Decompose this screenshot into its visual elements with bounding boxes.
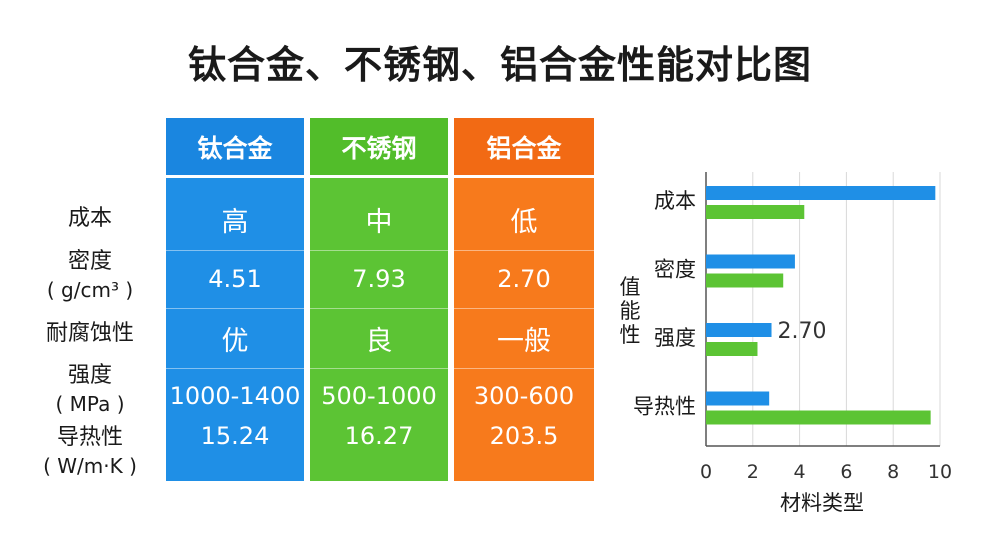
cell-titanium-cost: 高 <box>221 206 249 238</box>
y-axis-title: 值能性 <box>620 275 641 347</box>
cell-titanium-corrosion: 优 <box>221 325 249 357</box>
row-label-cost: 成本 <box>20 205 160 233</box>
y-category-label: 成本 <box>654 189 696 213</box>
row-label-thermal: 导热性 ( W/m·K ) <box>20 424 160 480</box>
column-header-aluminum-label: 铝合金 <box>486 133 562 163</box>
cell-stainless-corrosion: 良 <box>365 325 393 357</box>
row-label-thermal-unit: ( W/m·K ) <box>43 454 137 478</box>
cell-stainless-density: 7.93 <box>352 265 406 293</box>
bar-green-3 <box>706 410 931 425</box>
x-tick-label: 0 <box>700 461 712 483</box>
separator <box>454 250 594 251</box>
bar-green-2 <box>706 342 758 356</box>
y-category-label: 密度 <box>654 258 696 282</box>
separator <box>454 368 594 369</box>
row-label-density-text: 密度 <box>67 249 112 274</box>
row-label-thermal-text: 导热性 <box>56 425 123 450</box>
cell-stainless-cost: 中 <box>365 206 393 238</box>
separator <box>310 308 448 309</box>
column-header-stainless: 不锈钢 <box>310 118 448 175</box>
y-category-label: 导热性 <box>633 395 696 419</box>
row-label-corrosion-text: 耐腐蚀性 <box>45 321 134 346</box>
x-axis-title: 材料类型 <box>780 491 864 515</box>
bar-blue-0 <box>706 186 936 200</box>
x-tick-label: 2 <box>747 461 759 483</box>
y-axis-title-char: 能 <box>620 299 641 323</box>
data-annotation: 2.70 <box>778 319 827 344</box>
cell-aluminum-strength: 300-600 <box>473 382 575 410</box>
row-label-cost-text: 成本 <box>67 206 112 231</box>
row-label-density: 密度 ( g/cm³ ) <box>20 248 160 304</box>
column-body-titanium: 高 4.51 优 1000-1400 15.24 <box>166 178 304 481</box>
row-label-density-unit: ( g/cm³ ) <box>46 278 134 302</box>
cell-aluminum-cost: 低 <box>510 206 538 238</box>
y-category-label: 强度 <box>654 326 696 350</box>
bar-blue-3 <box>706 391 770 406</box>
row-label-strength-text: 强度 <box>67 363 112 388</box>
row-label-strength-unit: ( MPa ) <box>55 392 125 416</box>
bar-blue-1 <box>706 254 795 269</box>
separator <box>310 250 448 251</box>
row-label-corrosion: 耐腐蚀性 <box>20 320 160 348</box>
cell-titanium-density: 4.51 <box>208 265 262 293</box>
x-tick-label: 10 <box>928 461 952 483</box>
separator <box>166 368 304 369</box>
x-tick-label: 6 <box>840 461 852 483</box>
column-body-aluminum: 低 2.70 一般 300-600 203.5 <box>454 178 594 481</box>
separator <box>454 308 594 309</box>
bar-green-1 <box>706 273 784 288</box>
cell-titanium-strength: 1000-1400 <box>169 382 301 410</box>
cell-aluminum-thermal: 203.5 <box>489 422 559 450</box>
y-axis-title-char: 性 <box>620 323 641 347</box>
bar-layer <box>706 186 936 425</box>
cell-titanium-thermal: 15.24 <box>200 422 270 450</box>
x-tick-label: 8 <box>887 461 899 483</box>
cell-aluminum-density: 2.70 <box>497 265 551 293</box>
bar-blue-2 <box>706 323 772 337</box>
cell-stainless-strength: 500-1000 <box>321 382 437 410</box>
bar-green-0 <box>706 205 805 219</box>
column-header-titanium-label: 钛合金 <box>197 133 273 163</box>
separator <box>310 368 448 369</box>
separator <box>166 308 304 309</box>
column-header-titanium: 钛合金 <box>166 118 304 175</box>
row-label-strength: 强度 ( MPa ) <box>20 362 160 418</box>
y-axis-title-char: 值 <box>620 275 641 299</box>
page-title: 钛合金、不锈钢、铝合金性能对比图 <box>187 43 812 87</box>
separator <box>166 250 304 251</box>
cell-aluminum-corrosion: 一般 <box>497 325 551 357</box>
column-header-aluminum: 铝合金 <box>454 118 594 175</box>
x-tick-label: 4 <box>794 461 806 483</box>
column-body-stainless: 中 7.93 良 500-1000 16.27 <box>310 178 448 481</box>
column-header-stainless-label: 不锈钢 <box>341 133 417 163</box>
cell-stainless-thermal: 16.27 <box>344 422 414 450</box>
